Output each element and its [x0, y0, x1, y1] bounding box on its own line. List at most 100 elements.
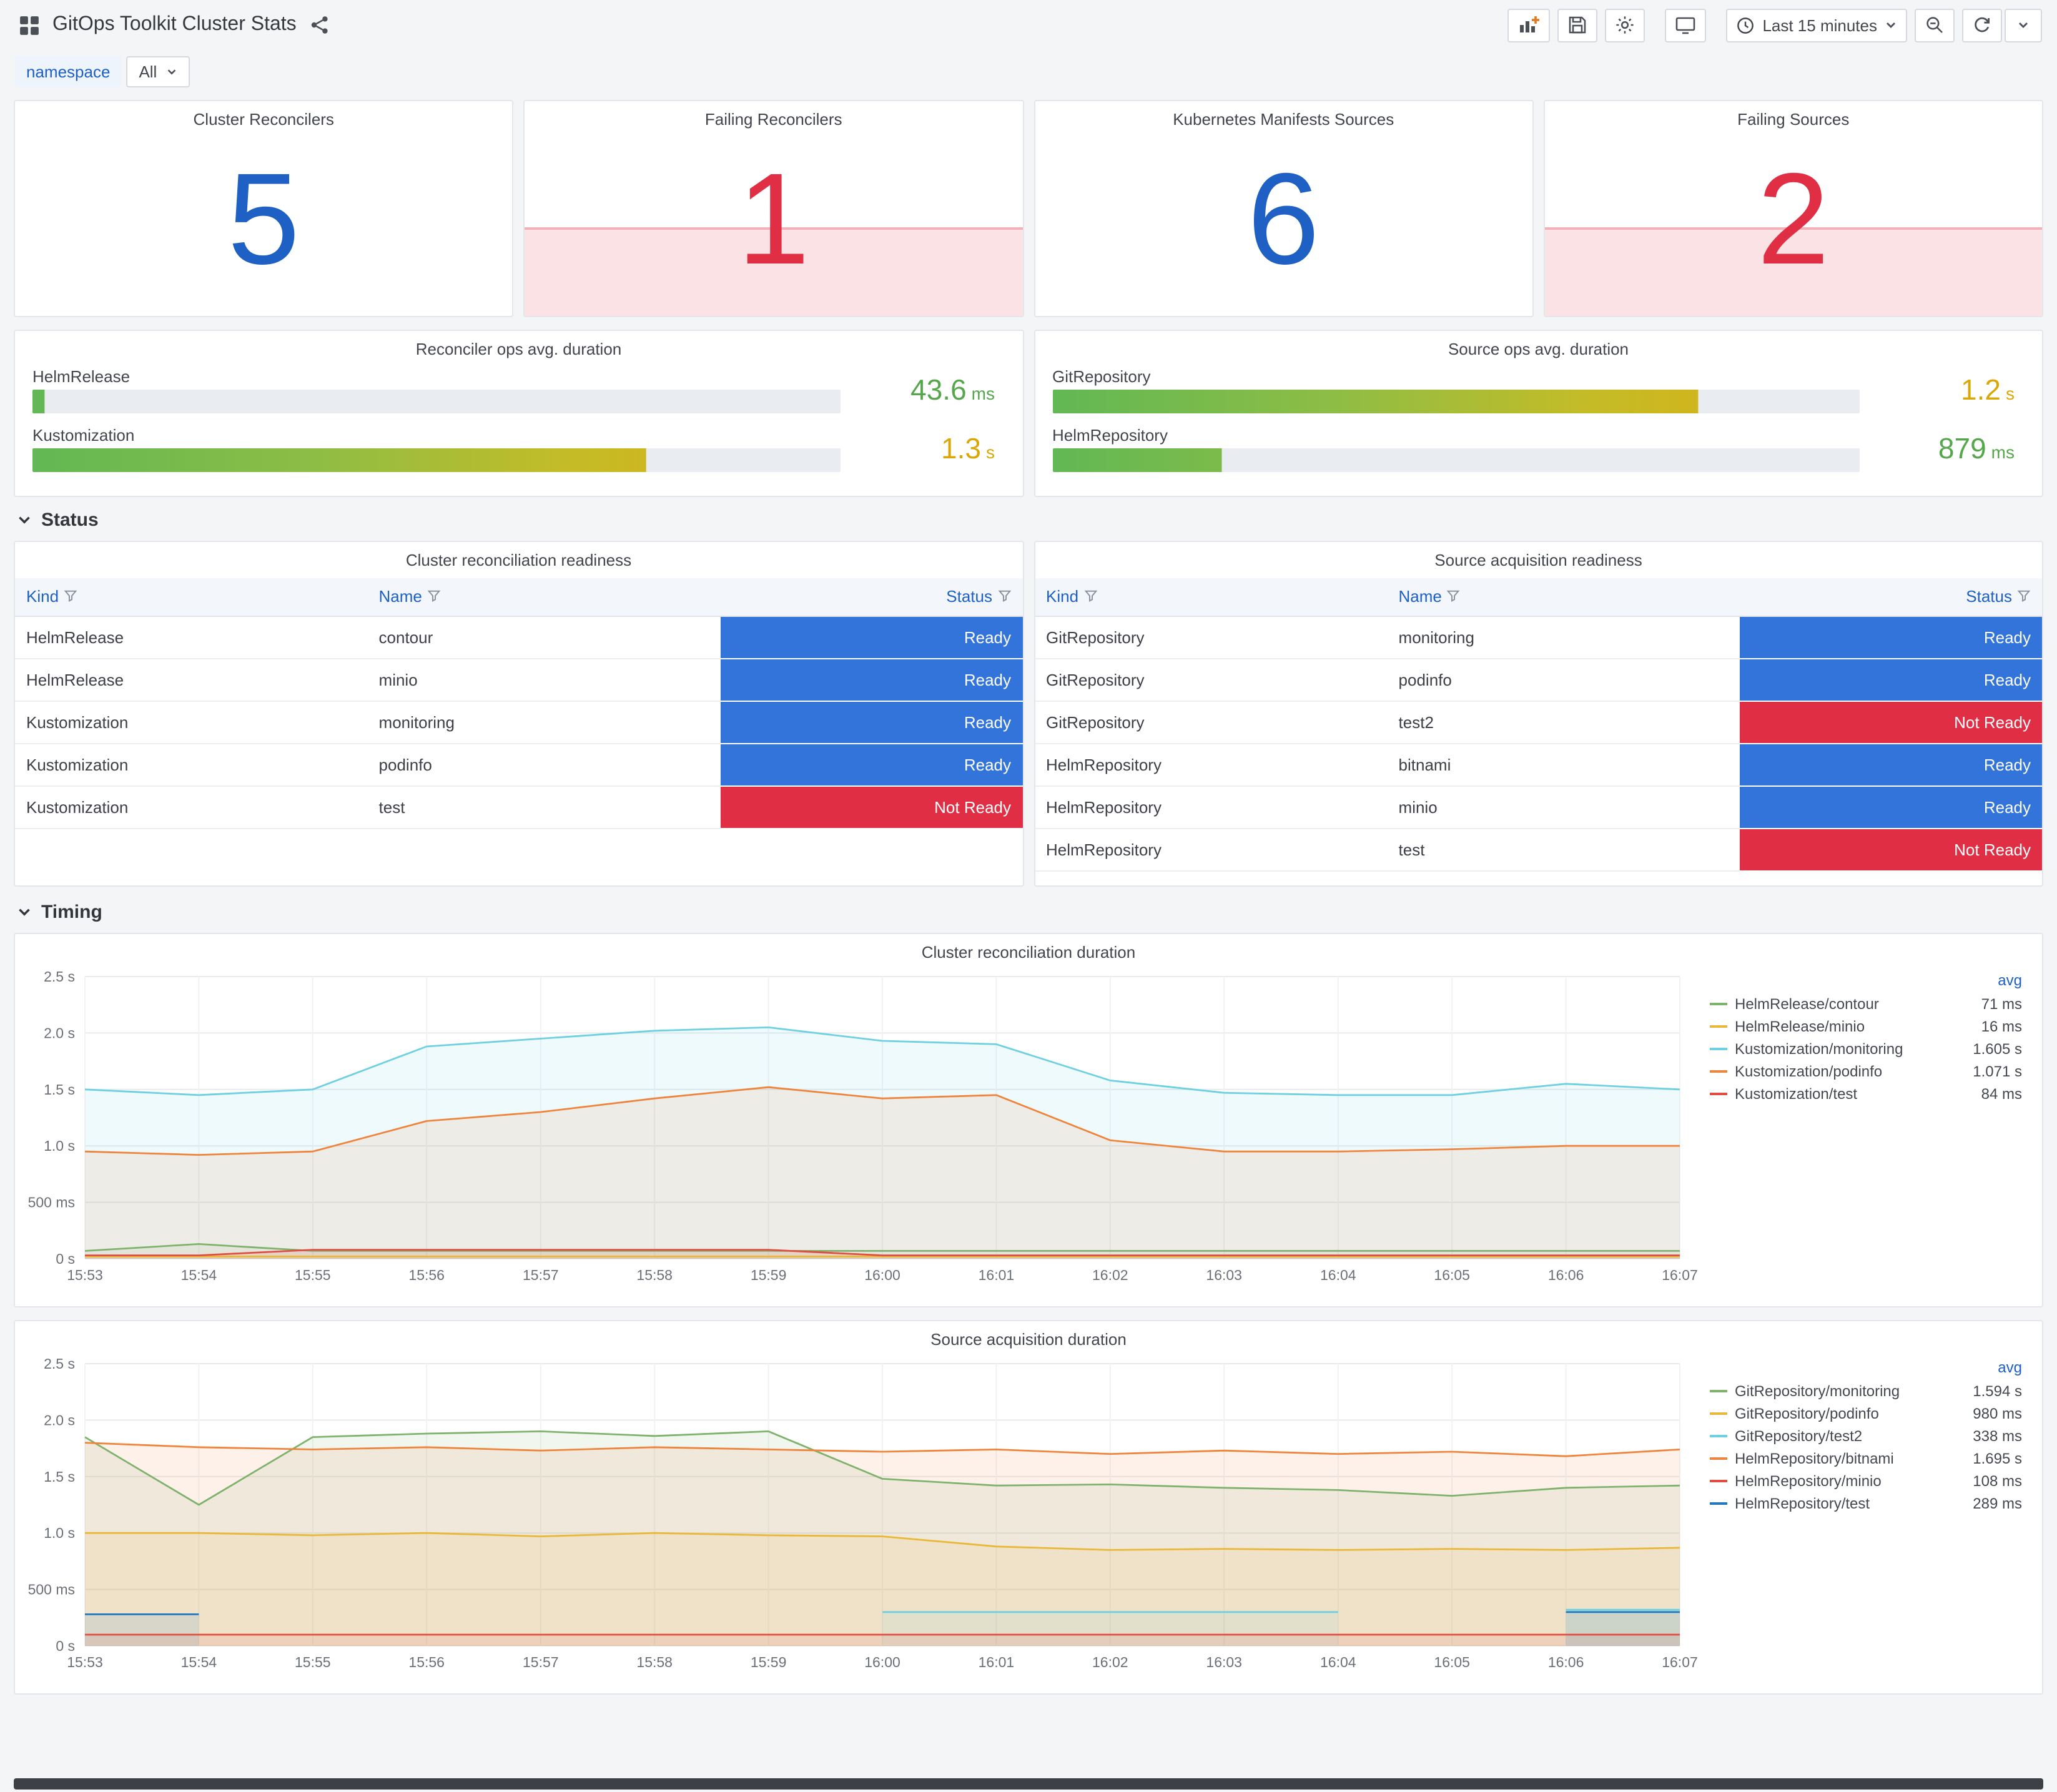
- panel-title[interactable]: Source acquisition readiness: [1434, 551, 1642, 569]
- share-icon[interactable]: [307, 11, 334, 39]
- svg-text:1.0 s: 1.0 s: [44, 1138, 75, 1154]
- tv-mode-button[interactable]: [1665, 8, 1707, 42]
- time-series-plot[interactable]: 0 s 500 ms 1.0 s 1.5 s 2.0 s 2.5 s 15:53 15:54 1…: [22, 1354, 1700, 1676]
- dashboards-grid-icon[interactable]: [15, 11, 42, 39]
- chart-legend: avg GitRepository/monitoring 1.594 s GitRep…: [1700, 1354, 2035, 1682]
- filter-icon[interactable]: [427, 590, 441, 604]
- panel-title[interactable]: Failing Reconcilers: [704, 110, 842, 129]
- panel-title[interactable]: Kubernetes Manifests Sources: [1173, 110, 1394, 129]
- series-avg-value: 84 ms: [1981, 1085, 2022, 1103]
- legend-item-kustomization-podinfo[interactable]: Kustomization/podinfo 1.071 s: [1710, 1060, 2022, 1083]
- series-color-icon: [1710, 1025, 1727, 1028]
- svg-text:16:00: 16:00: [864, 1267, 900, 1283]
- plot-area[interactable]: 0 s 500 ms 1.0 s 1.5 s 2.0 s 2.5 s 15:53 15:54 1…: [22, 967, 1700, 1295]
- filter-icon[interactable]: [1447, 590, 1461, 604]
- add-panel-button[interactable]: [1507, 8, 1551, 42]
- timing-section-label: Timing: [41, 902, 102, 923]
- series-name: HelmRepository/bitnami: [1735, 1450, 1894, 1467]
- status-badge: Ready: [1740, 659, 2042, 699]
- timing-section-toggle[interactable]: Timing: [16, 902, 2043, 923]
- zoom-out-icon: [1926, 17, 1943, 33]
- cell-name: minio: [367, 658, 721, 701]
- legend-avg-header[interactable]: avg: [1998, 1359, 2022, 1376]
- series-avg-value: 1.071 s: [1973, 1063, 2022, 1080]
- stats-row: Cluster Reconcilers 5 Failing Reconcilers 1…: [14, 100, 2043, 317]
- series-avg-value: 1.605 s: [1973, 1040, 2022, 1058]
- cell-kind: GitRepository: [1035, 701, 1388, 744]
- series-name: Kustomization/podinfo: [1735, 1063, 1883, 1080]
- time-range-picker[interactable]: Last 15 minutes: [1726, 8, 1907, 42]
- series-color-icon: [1710, 1093, 1727, 1095]
- column-header-kind[interactable]: Kind: [15, 578, 368, 616]
- cell-name: test: [1387, 828, 1740, 871]
- plot-area[interactable]: 0 s 500 ms 1.0 s 1.5 s 2.0 s 2.5 s 15:53 15:54 1…: [22, 1354, 1700, 1682]
- cell-kind: GitRepository: [1035, 616, 1388, 659]
- cell-name: bitnami: [1387, 743, 1740, 786]
- svg-text:16:05: 16:05: [1434, 1654, 1470, 1670]
- svg-text:500 ms: 500 ms: [28, 1582, 75, 1598]
- gauge-gitrepository: GitRepository 1.2 s: [1052, 367, 2025, 413]
- legend-item-kustomization-test[interactable]: Kustomization/test 84 ms: [1710, 1083, 2022, 1105]
- save-dashboard-button[interactable]: [1557, 8, 1598, 42]
- cell-kind: HelmRepository: [1035, 828, 1388, 871]
- svg-text:500 ms: 500 ms: [28, 1194, 75, 1211]
- filter-icon[interactable]: [64, 590, 77, 604]
- panel-title[interactable]: Reconciler ops avg. duration: [415, 340, 622, 358]
- panel-title[interactable]: Cluster Reconcilers: [193, 110, 334, 129]
- panel-title[interactable]: Failing Sources: [1737, 110, 1850, 129]
- legend-item-helmrelease-contour[interactable]: HelmRelease/contour 71 ms: [1710, 993, 2022, 1015]
- legend-item-helmrepository-minio[interactable]: HelmRepository/minio 108 ms: [1710, 1470, 2022, 1492]
- svg-text:15:58: 15:58: [636, 1267, 673, 1283]
- column-header-name[interactable]: Name: [367, 578, 721, 616]
- column-header-status[interactable]: Status: [1740, 578, 2042, 616]
- panel-title[interactable]: Cluster reconciliation duration: [921, 943, 1136, 962]
- cell-status: Ready: [1740, 785, 2042, 829]
- status-section-label: Status: [41, 510, 99, 531]
- series-name: HelmRepository/test: [1735, 1495, 1870, 1512]
- column-header-name[interactable]: Name: [1387, 578, 1740, 616]
- filter-icon[interactable]: [1083, 590, 1097, 604]
- series-color-icon: [1710, 1390, 1727, 1392]
- panel-title[interactable]: Cluster reconciliation readiness: [405, 551, 632, 569]
- svg-text:16:03: 16:03: [1206, 1654, 1242, 1670]
- cell-kind: HelmRepository: [1035, 785, 1388, 829]
- svg-text:16:07: 16:07: [1662, 1267, 1698, 1283]
- svg-text:15:53: 15:53: [67, 1267, 103, 1283]
- legend-item-gitrepository-monitoring[interactable]: GitRepository/monitoring 1.594 s: [1710, 1380, 2022, 1402]
- legend-item-kustomization-monitoring[interactable]: Kustomization/monitoring 1.605 s: [1710, 1038, 2022, 1060]
- legend-item-helmrelease-minio[interactable]: HelmRelease/minio 16 ms: [1710, 1015, 2022, 1038]
- namespace-value-dropdown[interactable]: All: [126, 56, 190, 87]
- series-color-icon: [1710, 1502, 1727, 1505]
- legend-item-gitrepository-test2[interactable]: GitRepository/test2 338 ms: [1710, 1425, 2022, 1447]
- svg-text:15:57: 15:57: [523, 1267, 559, 1283]
- cell-status: Ready: [1740, 658, 2042, 701]
- legend-item-gitrepository-podinfo[interactable]: GitRepository/podinfo 980 ms: [1710, 1402, 2022, 1425]
- series-avg-value: 338 ms: [1973, 1427, 2022, 1445]
- time-series-plot[interactable]: 0 s 500 ms 1.0 s 1.5 s 2.0 s 2.5 s 15:53 15:54 1…: [22, 967, 1700, 1289]
- filter-icon[interactable]: [2017, 590, 2031, 604]
- dashboard-settings-button[interactable]: [1605, 8, 1645, 42]
- filter-icon[interactable]: [997, 590, 1011, 604]
- status-badge: Not Ready: [1740, 829, 2042, 869]
- gauge-value: 43.6 ms: [910, 373, 995, 406]
- svg-text:15:54: 15:54: [181, 1267, 217, 1283]
- refresh-button[interactable]: [1962, 8, 2002, 42]
- stat-panel-kubernetes-manifests-sources: Kubernetes Manifests Sources 6: [1033, 100, 1534, 317]
- series-avg-value: 16 ms: [1981, 1018, 2022, 1035]
- panel-title[interactable]: Source ops avg. duration: [1448, 340, 1629, 358]
- series-color-icon: [1710, 1480, 1727, 1482]
- column-header-kind[interactable]: Kind: [1035, 578, 1388, 616]
- panel-title[interactable]: Source acquisition duration: [930, 1330, 1127, 1349]
- legend-item-helmrepository-test[interactable]: HelmRepository/test 289 ms: [1710, 1492, 2022, 1515]
- cell-kind: HelmRepository: [1035, 743, 1388, 786]
- status-section-toggle[interactable]: Status: [16, 510, 2043, 531]
- table-row: GitRepository monitoring Ready: [1035, 616, 2042, 659]
- gauge-helmrepository: HelmRepository 879 ms: [1052, 426, 2025, 472]
- legend-avg-header[interactable]: avg: [1998, 972, 2022, 989]
- svg-text:16:07: 16:07: [1662, 1654, 1698, 1670]
- column-header-status[interactable]: Status: [720, 578, 1022, 616]
- refresh-interval-dropdown[interactable]: [2005, 8, 2042, 42]
- legend-item-helmrepository-bitnami[interactable]: HelmRepository/bitnami 1.695 s: [1710, 1447, 2022, 1470]
- zoom-out-time-button[interactable]: [1915, 8, 1955, 42]
